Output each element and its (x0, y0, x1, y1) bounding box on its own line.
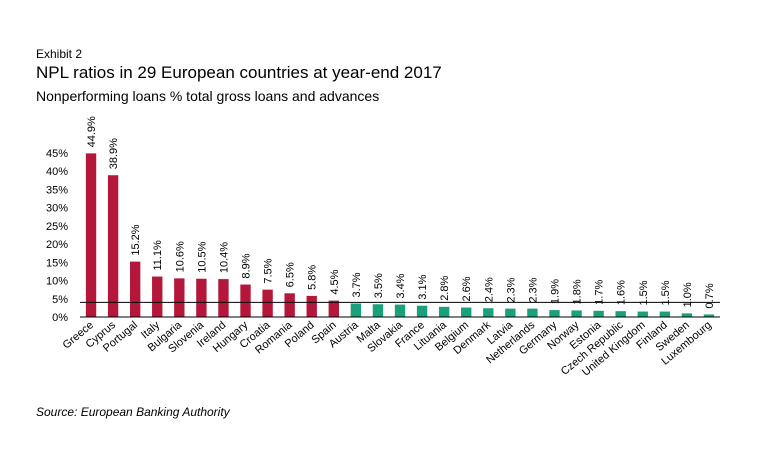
exhibit-label: Exhibit 2 (36, 47, 83, 61)
data-label: 1.8% (572, 279, 584, 304)
y-tick-label: 35% (46, 184, 68, 196)
y-tick-label: 5% (52, 294, 68, 306)
data-label: 10.6% (174, 241, 186, 272)
chart-title: NPL ratios in 29 European countries at y… (36, 63, 442, 82)
data-label: 1.5% (660, 280, 672, 305)
data-label: 10.5% (196, 241, 208, 272)
data-label: 10.4% (218, 242, 230, 273)
data-label: 15.2% (130, 224, 142, 255)
bar (416, 305, 428, 317)
bar (328, 300, 339, 317)
x-axis-labels: GreeceCyprusPortugalItalyBulgariaSloveni… (61, 319, 714, 379)
data-label: 2.6% (461, 276, 473, 301)
bar (152, 276, 163, 317)
bar (571, 310, 582, 317)
bar (284, 293, 295, 317)
bars (85, 153, 715, 317)
bar (240, 284, 251, 317)
data-label: 3.7% (351, 272, 363, 297)
data-label: 2.8% (439, 276, 451, 301)
data-label: 44.9% (86, 116, 98, 147)
bar (107, 175, 119, 317)
y-tick-label: 20% (46, 239, 68, 251)
bar (505, 308, 516, 317)
data-label: 11.1% (152, 240, 164, 271)
data-label: 0.7% (704, 283, 716, 308)
data-label: 3.5% (373, 273, 385, 298)
data-label: 38.9% (108, 138, 120, 169)
y-tick-label: 30% (46, 203, 68, 215)
bar (438, 306, 450, 317)
y-axis: 0% 5% 10% 15% 20% 25% 30% 35% 40% 45% (46, 148, 68, 324)
bar (196, 278, 207, 317)
data-label: 6.5% (285, 262, 297, 287)
bar (483, 308, 494, 317)
bar (549, 310, 560, 317)
bar (85, 153, 97, 317)
bar (527, 308, 538, 317)
chart-subtitle: Nonperforming loans % total gross loans … (36, 88, 380, 104)
source-note: Source: European Banking Authority (36, 405, 230, 419)
data-label: 3.4% (395, 273, 407, 298)
data-label: 1.9% (549, 279, 561, 304)
bar (659, 311, 671, 317)
data-label: 3.1% (417, 274, 429, 299)
bar (593, 310, 604, 317)
bar (218, 279, 229, 317)
data-label: 1.0% (682, 282, 694, 307)
bar (461, 307, 472, 317)
y-tick-label: 25% (46, 221, 68, 233)
bar (262, 289, 273, 317)
bar (681, 313, 693, 317)
data-label: 2.4% (483, 277, 495, 302)
y-tick-label: 45% (46, 148, 68, 160)
bar (703, 314, 715, 317)
bar (129, 261, 141, 317)
data-label: 1.7% (594, 280, 606, 305)
data-label: 5.8% (307, 265, 319, 290)
data-label: 1.5% (638, 280, 650, 305)
data-label: 4.5% (329, 269, 341, 294)
bar (306, 295, 317, 317)
data-label: 7.5% (263, 258, 275, 283)
bar (174, 278, 185, 317)
bar (394, 304, 406, 317)
data-label: 1.6% (616, 280, 628, 305)
y-tick-label: 0% (52, 312, 68, 324)
y-tick-label: 15% (46, 257, 68, 269)
bar (372, 304, 384, 317)
data-label: 2.3% (505, 277, 517, 302)
y-tick-label: 10% (46, 276, 68, 288)
bar (637, 311, 648, 317)
bar (615, 311, 626, 317)
data-label: 8.9% (241, 253, 253, 278)
data-labels: 44.9% 38.9% 15.2% 11.1% 10.6% 10.5% 10.4% 8.9% 7… (86, 116, 716, 308)
data-label: 2.3% (527, 277, 539, 302)
bar (350, 303, 362, 317)
y-tick-label: 40% (46, 166, 68, 178)
